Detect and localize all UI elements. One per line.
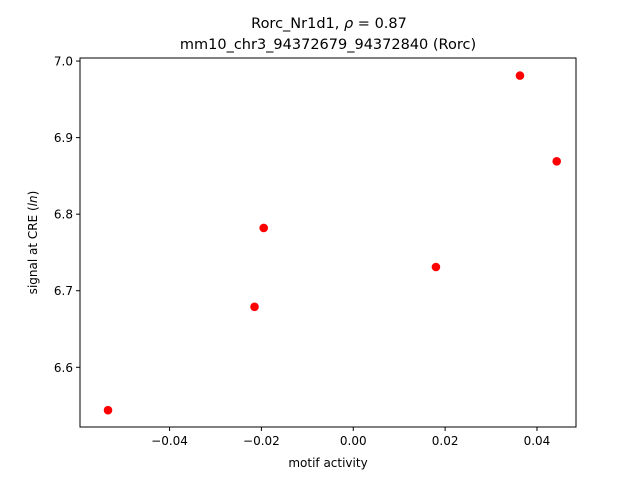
chart-title-line-2: mm10_chr3_94372679_94372840 (Rorc) <box>180 37 476 53</box>
x-tick-label: 0.02 <box>432 434 459 448</box>
axes-frame <box>79 57 577 428</box>
x-tick-label: −0.04 <box>151 434 188 448</box>
y-axis-label: signal at CRE (ln) <box>26 191 40 295</box>
data-point <box>250 302 259 312</box>
x-axis-label: motif activity <box>288 456 367 470</box>
data-point <box>103 405 113 415</box>
x-tick-label: −0.02 <box>243 434 280 448</box>
y-axis-ticks: 6.6 6.7 6.8 6.9 7.0 <box>54 55 80 375</box>
y-tick-label: 6.8 <box>54 208 73 222</box>
data-points <box>103 71 562 415</box>
x-tick-label: 0.04 <box>524 434 551 448</box>
y-tick-label: 6.6 <box>54 361 73 375</box>
data-point <box>552 157 562 166</box>
x-axis-ticks: −0.04 −0.02 0.00 0.02 0.04 <box>151 427 550 448</box>
data-point <box>431 262 441 272</box>
x-tick-label: 0.00 <box>340 434 367 448</box>
plot-area <box>79 57 577 428</box>
data-point <box>259 223 269 233</box>
data-point <box>515 71 525 80</box>
y-tick-label: 7.0 <box>54 55 73 69</box>
chart-title-line-1: Rorc_Nr1d1, ρ = 0.87 <box>251 16 407 32</box>
y-tick-label: 6.9 <box>54 131 73 145</box>
y-tick-label: 6.7 <box>54 284 73 298</box>
